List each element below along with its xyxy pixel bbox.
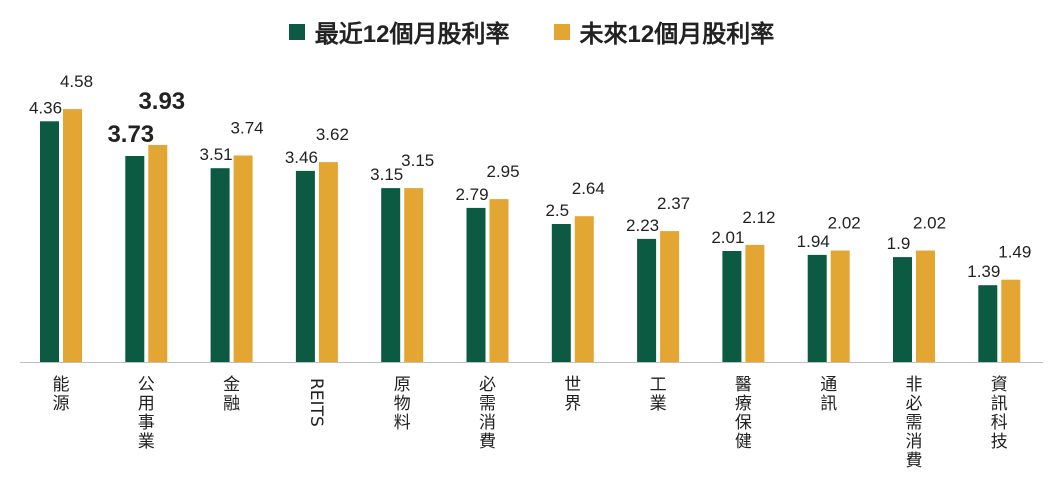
category-label-9: 通訊 [820, 375, 837, 414]
category-label-7: 工業 [650, 375, 667, 414]
bar-trailing-9 [807, 254, 827, 362]
data-label-trailing-9: 1.94 [797, 232, 830, 251]
data-label-forward-5: 2.95 [486, 162, 519, 181]
data-label-forward-7: 2.37 [657, 194, 690, 213]
bar-forward-11 [1001, 279, 1021, 362]
data-label-trailing-10: 1.9 [887, 234, 911, 253]
data-label-forward-3: 3.62 [316, 125, 349, 144]
bar-forward-1 [148, 145, 168, 362]
category-label-1: 公用事業 [138, 375, 155, 452]
bar-forward-5 [489, 199, 509, 362]
data-label-forward-10: 2.02 [913, 214, 946, 233]
bar-trailing-10 [893, 257, 912, 362]
bar-forward-9 [830, 250, 850, 362]
data-label-trailing-4: 3.15 [370, 165, 403, 184]
bar-forward-3 [318, 162, 338, 362]
bar-trailing-3 [295, 170, 315, 362]
legend-label-trailing: 最近12個月股利率 [314, 21, 510, 48]
data-label-trailing-8: 2.01 [711, 228, 744, 247]
bar-trailing-1 [125, 156, 145, 362]
bar-forward-4 [404, 188, 424, 362]
category-label-6: 世界 [564, 375, 581, 414]
legend-swatch-trailing [288, 23, 305, 40]
legend-item-forward: 未來12個月股利率 [553, 14, 775, 49]
category-label-11: 資訊科技 [991, 375, 1008, 452]
data-label-trailing-0: 4.36 [29, 98, 62, 117]
bar-trailing-0 [40, 121, 59, 362]
bar-trailing-2 [210, 168, 230, 362]
legend-swatch-forward [553, 23, 570, 40]
bar-trailing-7 [637, 238, 657, 362]
data-label-forward-4: 3.15 [401, 151, 434, 170]
bar-forward-2 [233, 155, 253, 362]
bar-forward-8 [745, 244, 765, 362]
data-label-forward-6: 2.64 [572, 179, 605, 198]
data-label-forward-8: 2.12 [742, 208, 775, 227]
data-label-trailing-2: 3.51 [200, 145, 233, 164]
legend-item-trailing: 最近12個月股利率 [288, 14, 510, 49]
bar-trailing-8 [722, 251, 742, 362]
data-label-trailing-1: 3.73 [107, 121, 154, 148]
category-label-3: REITS [306, 378, 326, 427]
bar-trailing-5 [466, 207, 486, 362]
data-label-trailing-7: 2.23 [626, 216, 659, 235]
legend-label-forward: 未來12個月股利率 [579, 21, 775, 48]
category-label-0: 能源 [53, 375, 70, 414]
legend: 最近12個月股利率 未來12個月股利率 [0, 14, 1063, 49]
data-label-forward-1: 3.93 [138, 88, 185, 115]
bar-trailing-11 [978, 285, 998, 362]
bar-trailing-6 [551, 224, 571, 362]
data-label-trailing-11: 1.39 [967, 262, 1000, 281]
bar-forward-0 [63, 109, 82, 362]
bar-trailing-4 [381, 188, 401, 362]
data-label-forward-0: 4.58 [60, 72, 93, 91]
data-label-forward-2: 3.74 [231, 119, 264, 138]
category-label-10: 非必需消費 [906, 375, 923, 471]
category-label-5: 必需消費 [479, 375, 496, 452]
category-label-2: 金融 [223, 375, 240, 414]
bar-forward-7 [660, 231, 680, 362]
data-label-trailing-6: 2.5 [545, 201, 569, 220]
data-label-forward-9: 2.02 [828, 214, 861, 233]
bar-forward-10 [916, 250, 935, 362]
data-label-trailing-3: 3.46 [285, 148, 318, 167]
category-label-4: 原物料 [394, 375, 411, 433]
data-label-forward-11: 1.49 [998, 243, 1031, 262]
data-label-trailing-5: 2.79 [455, 185, 488, 204]
bar-forward-6 [574, 216, 594, 362]
category-label-8: 醫療保健 [735, 375, 752, 452]
